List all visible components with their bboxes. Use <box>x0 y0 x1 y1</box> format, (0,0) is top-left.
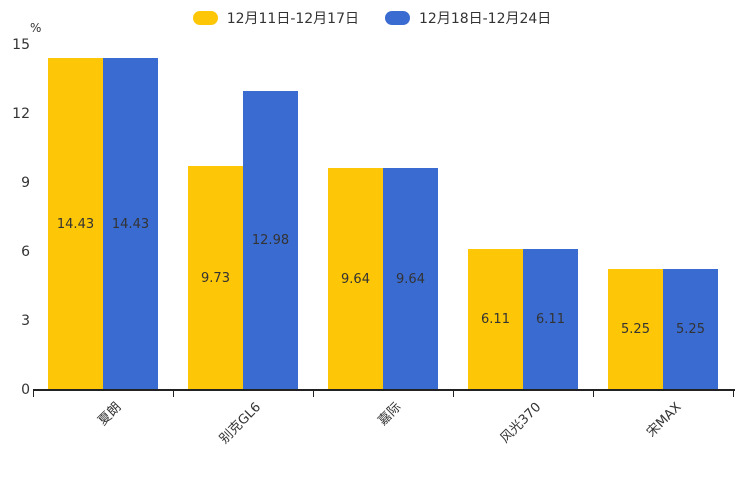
y-tick-label: 0 <box>21 382 30 398</box>
x-tick-mark <box>313 391 314 397</box>
legend-item-series-1[interactable]: 12月11日-12月17日 <box>192 8 359 28</box>
bar-value-label: 9.64 <box>396 271 425 287</box>
y-tick-label: 15 <box>12 37 30 53</box>
category-label-嘉际: 嘉际 <box>375 399 405 429</box>
bar-别克GL6-series-2: 12.98 <box>243 91 298 390</box>
bar-嘉际-series-1: 9.64 <box>328 168 383 390</box>
y-tick-label: 12 <box>12 106 30 122</box>
bar-宋MAX-series-1: 5.25 <box>608 269 663 390</box>
bar-value-label: 12.98 <box>251 233 290 249</box>
x-tick-mark <box>593 391 594 397</box>
bar-value-label: 5.25 <box>676 322 705 338</box>
bar-value-label: 9.73 <box>201 270 230 286</box>
bar-嘉际-series-2: 9.64 <box>383 168 438 390</box>
legend-swatch-icon <box>385 11 410 25</box>
legend-item-series-2[interactable]: 12月18日-12月24日 <box>385 8 551 28</box>
bar-value-label: 6.11 <box>481 312 510 328</box>
legend-swatch-icon <box>192 11 218 25</box>
bar-风光370-series-1: 6.11 <box>468 249 523 390</box>
category-label-宋MAX: 宋MAX <box>644 399 685 441</box>
y-tick-label: 3 <box>21 313 30 329</box>
x-axis-line <box>33 389 735 391</box>
category-label-夏朗: 夏朗 <box>95 399 125 429</box>
y-tick-label: 9 <box>21 175 30 191</box>
category-label-别克GL6: 别克GL6 <box>217 399 265 447</box>
y-axis-unit-label: % <box>30 21 42 35</box>
x-tick-mark <box>173 391 174 397</box>
bar-别克GL6-series-1: 9.73 <box>188 166 243 390</box>
x-tick-mark <box>733 391 734 397</box>
bar-宋MAX-series-2: 5.25 <box>663 269 718 390</box>
bar-value-label: 9.64 <box>341 271 370 287</box>
bar-风光370-series-2: 6.11 <box>523 249 578 390</box>
y-tick-label: 6 <box>21 244 30 260</box>
bar-value-label: 6.11 <box>536 312 565 328</box>
x-tick-mark <box>453 391 454 397</box>
x-tick-mark <box>33 391 34 397</box>
legend-label: 12月18日-12月24日 <box>419 11 552 27</box>
category-label-风光370: 风光370 <box>497 399 545 447</box>
chart-legend: 12月11日-12月17日 12月18日-12月24日 <box>0 8 744 28</box>
bar-value-label: 14.43 <box>56 216 95 232</box>
bar-夏朗-series-2: 14.43 <box>103 58 158 390</box>
bar-夏朗-series-1: 14.43 <box>48 58 103 390</box>
bar-value-label: 14.43 <box>111 216 150 232</box>
legend-label: 12月11日-12月17日 <box>226 11 359 27</box>
bar-value-label: 5.25 <box>621 322 650 338</box>
